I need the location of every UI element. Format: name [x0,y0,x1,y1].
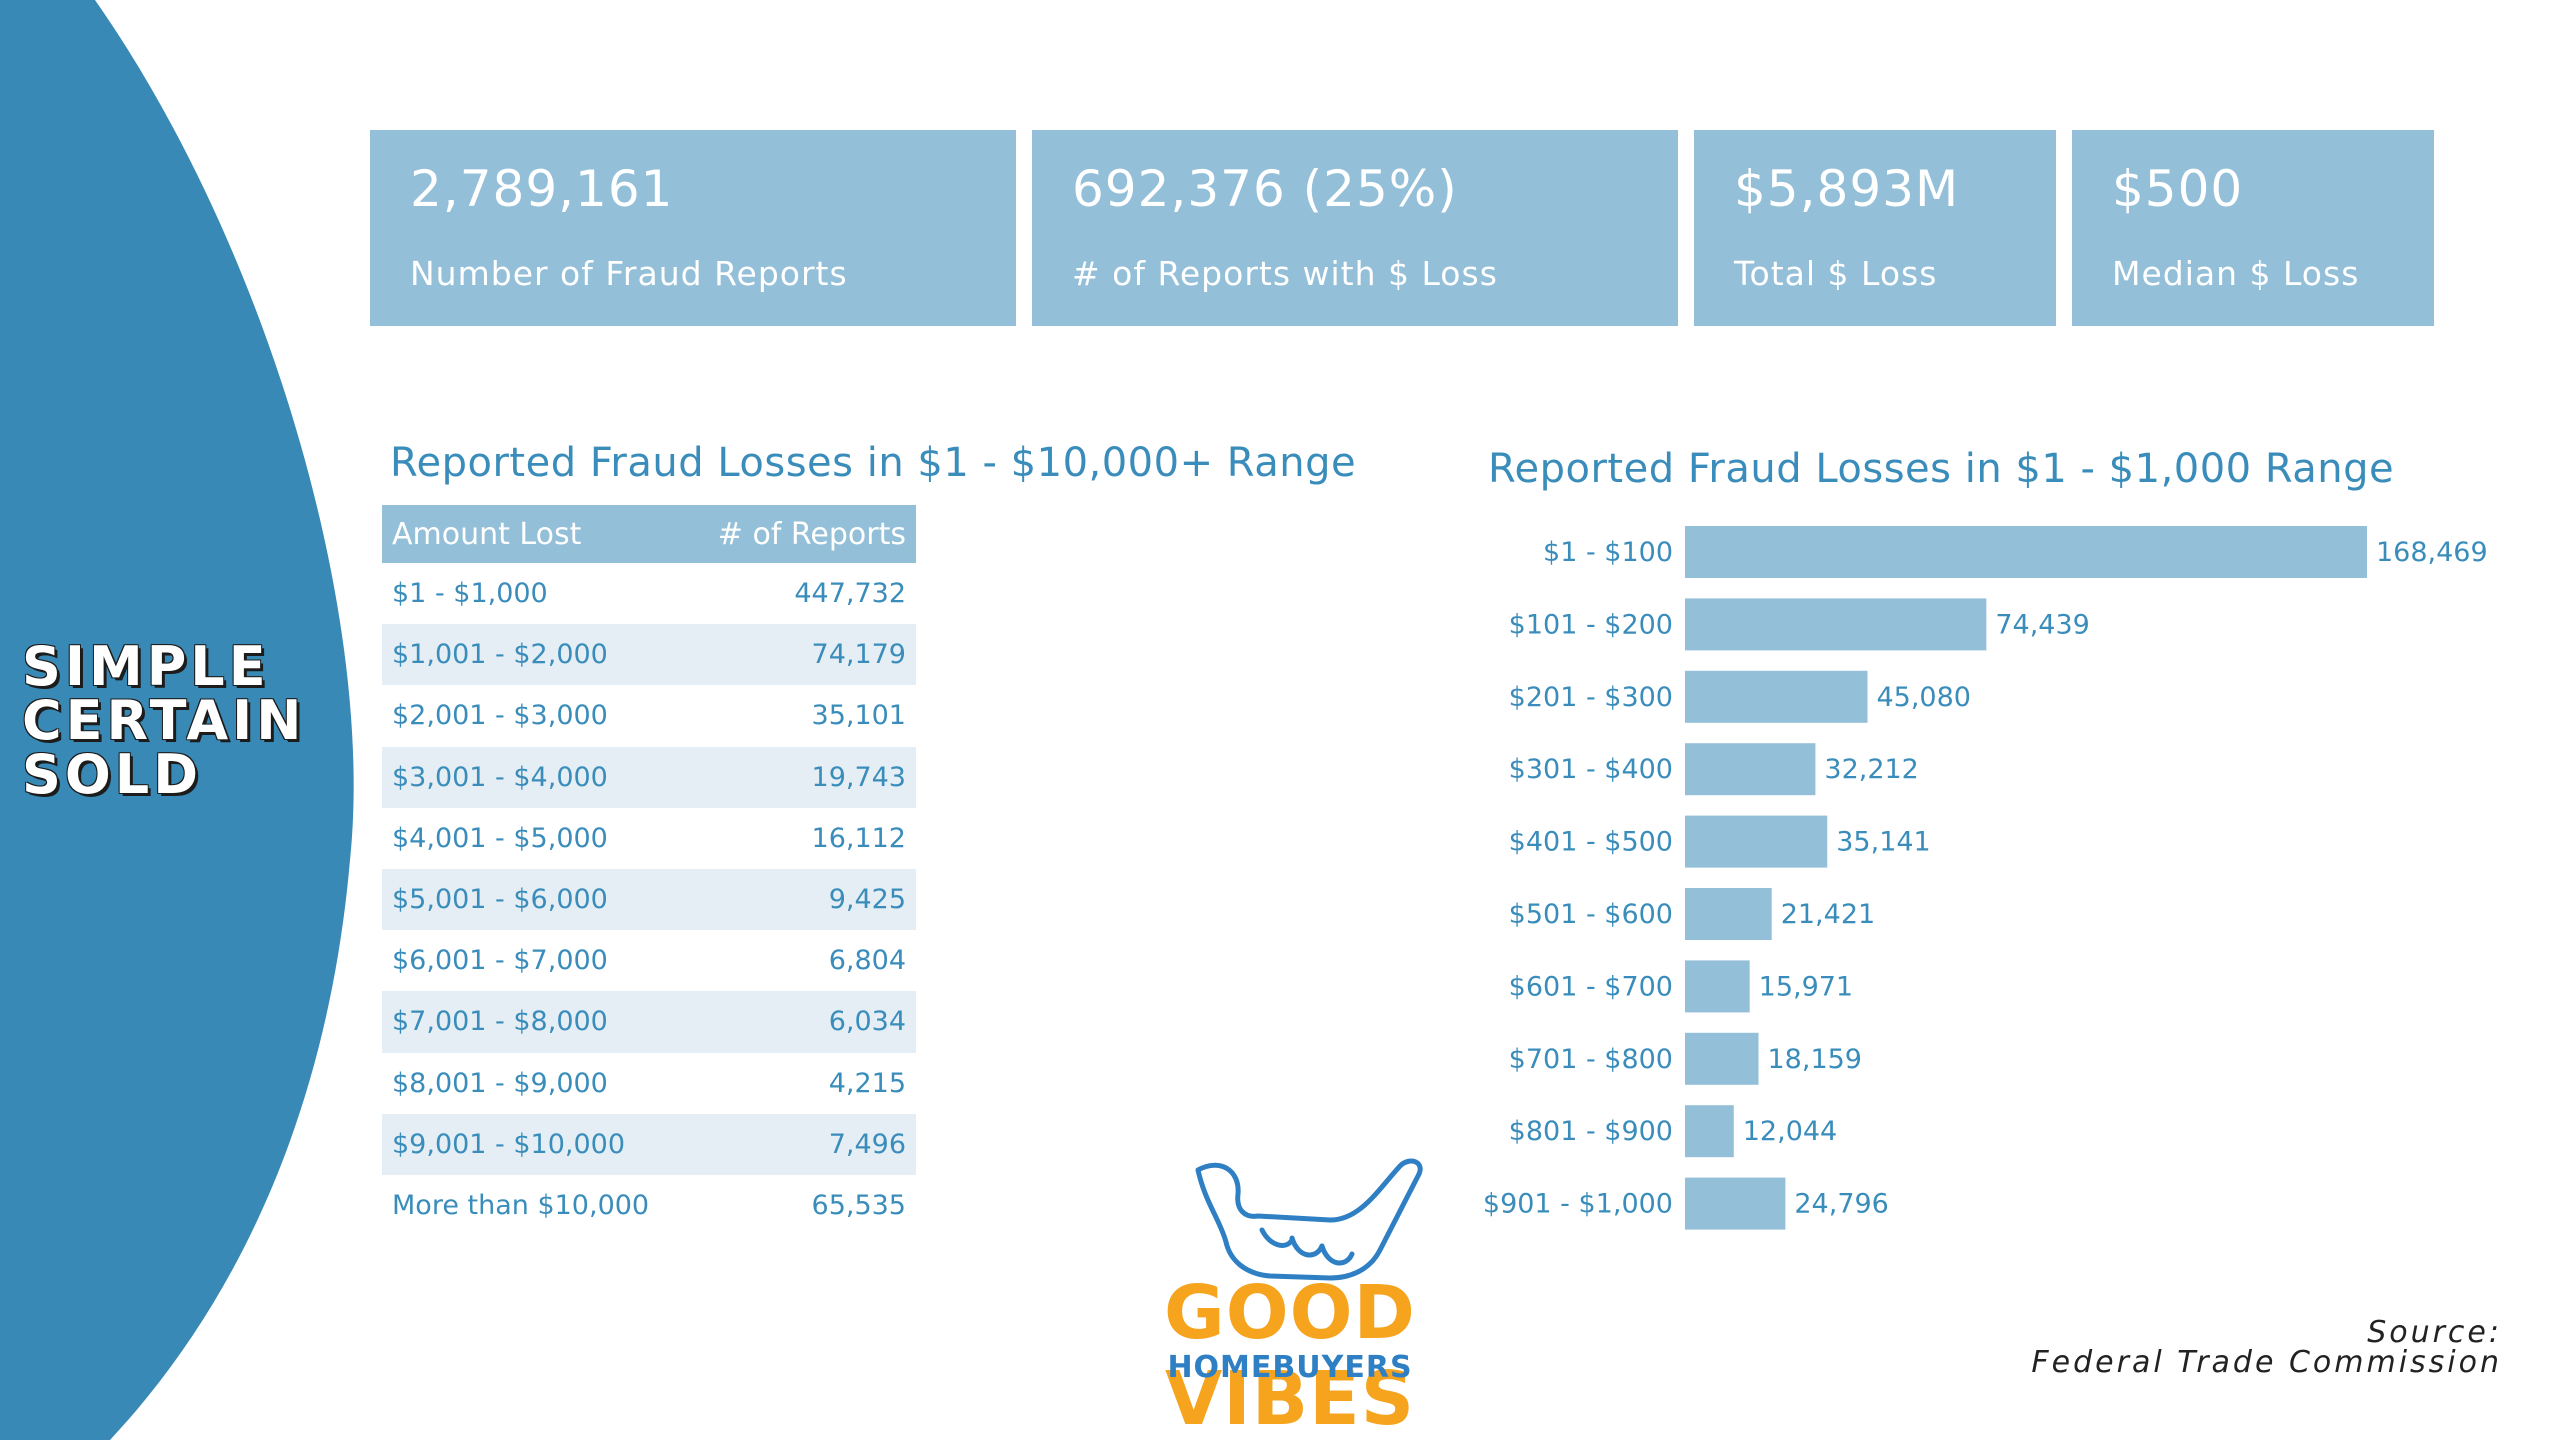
table-row: $9,001 - $10,000 7,496 [382,1113,916,1175]
category-label: $201 - $300 [1509,682,1673,713]
category-label: $901 - $1,000 [1483,1189,1673,1220]
category-label: $1 - $100 [1543,537,1673,568]
loss-range-table: Amount Lost # of Reports $1 - $1,000 447,… [382,505,916,1236]
cell-amount: $9,001 - $10,000 [382,1113,687,1175]
value-label: 18,159 [1768,1044,1862,1075]
category-label: $701 - $800 [1509,1044,1673,1075]
bar [1685,526,2367,578]
side-arc-decoration [0,0,354,1440]
kpi-label: Total $ Loss [1734,254,1938,293]
cell-amount: $1,001 - $2,000 [382,624,687,686]
good-vibes-logo: GOOD VIBES HOMEBUYERS [1030,1150,1550,1442]
kpi-label: Number of Fraud Reports [410,254,848,293]
source-label: Source: [2367,1315,2502,1350]
value-label: 35,141 [1836,827,1930,858]
kpi-total-loss: $5,893M Total $ Loss [1694,130,2056,326]
table-row: $4,001 - $5,000 16,112 [382,808,916,869]
table-row: $8,001 - $9,000 4,215 [382,1053,916,1114]
bar [1685,743,1816,796]
cell-reports: 65,535 [811,1189,906,1221]
cell-amount: $3,001 - $4,000 [382,746,687,808]
fraud-loss-bar-chart: $1 - $100 168,469 $101 - $200 74,439 $201 - … [1483,526,2488,1230]
bar [1685,1032,1759,1085]
table-row: $6,001 - $7,000 6,804 [382,930,916,991]
category-label: $501 - $600 [1509,899,1673,930]
kpi-fraud-reports: 2,789,161 Number of Fraud Reports [370,130,1016,326]
cell-reports: 9,425 [686,868,916,931]
logo-subtitle: HOMEBUYERS [1167,1350,1413,1385]
cell-amount: More than $10,000 [392,1189,650,1221]
category-label: $601 - $700 [1509,971,1673,1002]
bar-chart-title: Reported Fraud Losses in $1 - $1,000 Ran… [1488,446,2395,492]
cell-amount: $6,001 - $7,000 [392,945,608,977]
kpi-value: $500 [2112,160,2244,218]
kpi-value: 692,376 (25%) [1072,160,1458,218]
cell-amount: $8,001 - $9,000 [392,1067,608,1099]
column-header-reports: # of Reports [686,505,916,563]
table-row: $5,001 - $6,000 9,425 [382,868,916,931]
value-label: 74,439 [1995,609,2089,640]
tagline-line-2: CERTAIN [22,689,306,752]
cell-reports: 6,034 [686,991,916,1053]
category-label: $101 - $200 [1509,609,1673,640]
bar [1685,960,1750,1013]
cell-reports: 7,496 [686,1113,916,1175]
brand-tagline: SIMPLE CERTAIN SOLD [22,640,342,802]
source-credit: Source: Federal Trade Commission [2031,1318,2502,1378]
kpi-value: $5,893M [1734,160,1960,218]
value-label: 168,469 [2376,537,2488,568]
table-row: $1 - $1,000 447,732 [382,563,916,624]
value-label: 15,971 [1759,971,1853,1002]
bar [1685,888,1772,940]
cell-reports: 4,215 [828,1067,906,1099]
value-label: 32,212 [1824,754,1918,785]
kpi-label: # of Reports with $ Loss [1072,254,1498,293]
kpi-reports-with-loss: 692,376 (25%) # of Reports with $ Loss [1032,130,1678,326]
table-row: $3,001 - $4,000 19,743 [382,746,916,808]
table-title: Reported Fraud Losses in $1 - $10,000+ R… [390,440,1357,486]
source-name: Federal Trade Commission [2031,1345,2502,1380]
cell-amount: $7,001 - $8,000 [382,991,687,1053]
cell-reports: 74,179 [686,624,916,686]
tagline-line-3: SOLD [22,743,203,806]
kpi-median-loss: $500 Median $ Loss [2072,130,2434,326]
bar [1685,815,1828,868]
bar [1685,1177,1786,1230]
value-label: 45,080 [1876,682,1970,713]
kpi-value: 2,789,161 [410,160,674,218]
cell-reports: 447,732 [794,578,906,610]
table-header-row: Amount Lost # of Reports [382,505,916,563]
cell-amount: $5,001 - $6,000 [382,868,687,931]
category-label: $801 - $900 [1509,1116,1673,1147]
shaka-hand-icon [1195,1158,1423,1281]
table-row: More than $10,000 65,535 [382,1175,916,1236]
value-label: 24,796 [1794,1189,1888,1220]
value-label: 12,044 [1743,1116,1837,1147]
table-row: $7,001 - $8,000 6,034 [382,991,916,1053]
kpi-label: Median $ Loss [2112,254,2360,293]
category-label: $301 - $400 [1509,754,1673,785]
category-label: $401 - $500 [1509,827,1673,858]
cell-reports: 35,101 [811,700,906,732]
value-label: 21,421 [1781,899,1875,930]
cell-amount: $2,001 - $3,000 [392,700,608,732]
logo-wordmark: GOOD VIBES [1164,1270,1416,1442]
cell-amount: $1 - $1,000 [392,578,548,610]
bar [1685,598,1987,651]
cell-reports: 16,112 [811,822,906,854]
bar [1685,1105,1734,1158]
column-header-amount: Amount Lost [382,505,687,563]
cell-reports: 6,804 [828,945,906,977]
table-row: $2,001 - $3,000 35,101 [382,685,916,746]
bar [1685,670,1868,723]
tagline-line-1: SIMPLE [22,635,270,698]
cell-reports: 19,743 [686,746,916,808]
cell-amount: $4,001 - $5,000 [392,822,608,854]
table-row: $1,001 - $2,000 74,179 [382,624,916,686]
